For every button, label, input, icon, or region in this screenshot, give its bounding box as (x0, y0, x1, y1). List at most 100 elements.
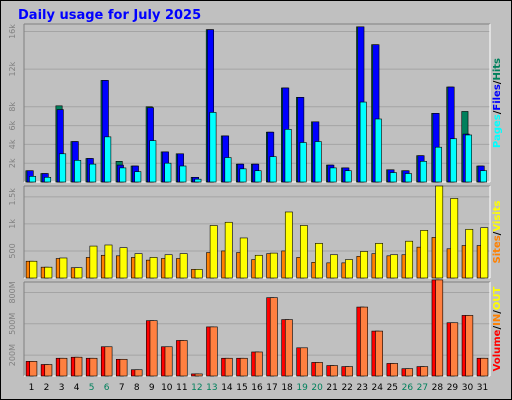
y-tick-label: 16k (8, 24, 17, 39)
bar-visits-day-9 (149, 257, 158, 279)
bar-in-day-2 (44, 364, 53, 377)
bar-pages-day-8 (134, 171, 142, 183)
x-tick-label-day-6: 6 (104, 383, 110, 393)
bar-in-day-7 (119, 358, 128, 377)
bar-in-day-3 (59, 357, 68, 377)
bar-in-day-19 (299, 347, 308, 377)
bar-in-day-18 (284, 319, 293, 377)
bar-in-day-27 (420, 366, 429, 377)
x-tick-label-day-24: 24 (372, 383, 384, 393)
bar-pages-day-19 (299, 142, 307, 183)
bar-visits-day-14 (224, 221, 233, 279)
bar-in-day-10 (164, 346, 173, 377)
bar-pages-day-16 (254, 170, 262, 183)
bar-in-day-15 (239, 357, 248, 377)
y-tick-label: 200M (8, 344, 17, 366)
bar-visits-day-26 (405, 240, 414, 279)
legend-item-hits: Hits (492, 58, 503, 81)
bar-visits-day-30 (465, 228, 474, 279)
bar-pages-day-4 (74, 160, 82, 183)
bar-in-day-4 (74, 356, 83, 377)
chart-title: Daily usage for July 2025 (18, 8, 201, 23)
legend-item-in: IN (492, 314, 503, 326)
bar-pages-day-9 (149, 140, 157, 183)
bar-pages-day-25 (389, 172, 397, 183)
bar-pages-day-18 (284, 129, 292, 183)
bar-visits-day-8 (134, 253, 143, 279)
bar-visits-day-3 (59, 257, 68, 279)
x-tick-label-day-18: 18 (281, 383, 293, 393)
bar-in-day-9 (149, 320, 158, 377)
legend-separator: / (492, 110, 503, 114)
bar-pages-day-24 (374, 118, 382, 183)
bar-pages-day-17 (269, 156, 277, 183)
x-tick-label-day-15: 15 (236, 383, 247, 393)
bar-visits-day-18 (284, 211, 293, 279)
legend-separator: / (492, 310, 503, 314)
bar-pages-day-2 (44, 176, 52, 183)
y-tick-label: 4k (8, 139, 17, 149)
y-tick-label: 2k (8, 158, 17, 168)
x-tick-label-day-9: 9 (149, 383, 155, 393)
bar-pages-day-3 (59, 153, 67, 183)
bar-pages-day-22 (344, 170, 352, 183)
bar-in-day-24 (375, 330, 383, 377)
bar-visits-day-7 (119, 247, 128, 279)
panel-middle: 500 1k 1.5k Sites/Visits (8, 185, 503, 279)
bar-pages-day-26 (404, 173, 412, 183)
legend-item-visits: Visits (492, 200, 503, 231)
bar-pages-day-13 (209, 112, 217, 183)
bar-in-day-12 (194, 373, 203, 377)
y-tick-label: 6k (8, 120, 17, 130)
bar-pages-day-7 (119, 167, 127, 183)
x-tick-label-day-13: 13 (206, 383, 217, 393)
bar-visits-day-22 (345, 259, 353, 279)
bar-visits-day-12 (194, 269, 203, 279)
bar-in-day-30 (465, 315, 474, 377)
x-tick-label-day-1: 1 (29, 383, 35, 393)
x-tick-label-day-21: 21 (326, 383, 337, 393)
bar-in-day-6 (104, 346, 113, 377)
legend-item-files: Files (492, 84, 503, 110)
legend-item-volume: Volume (492, 329, 503, 371)
bar-visits-day-28 (435, 185, 444, 279)
bar-pages-day-14 (224, 157, 232, 183)
bar-pages-day-5 (89, 163, 97, 183)
y-tick-label: 500 (8, 243, 17, 258)
y-tick-label: 1k (8, 219, 17, 229)
x-tick-label-day-11: 11 (176, 383, 187, 393)
bar-pages-day-30 (465, 134, 472, 183)
x-tick-label-day-12: 12 (191, 383, 202, 393)
legend-item-sites: Sites (492, 235, 503, 263)
bar-visits-day-6 (104, 244, 113, 279)
bar-in-day-23 (360, 306, 368, 377)
bar-pages-day-11 (179, 165, 187, 183)
bar-visits-day-4 (74, 267, 83, 279)
legend-separator: / (492, 326, 503, 330)
bar-visits-day-16 (254, 254, 263, 279)
bar-visits-day-24 (375, 243, 383, 279)
legend-item-pages: Pages (492, 114, 503, 148)
bar-in-day-21 (330, 365, 338, 377)
legend-separator: / (492, 231, 503, 235)
bar-visits-day-31 (480, 227, 489, 279)
x-tick-label-day-16: 16 (251, 383, 263, 393)
bar-in-day-17 (269, 297, 278, 377)
bar-visits-day-23 (360, 251, 368, 279)
bar-pages-day-31 (480, 170, 487, 183)
bar-visits-day-25 (390, 254, 399, 279)
x-tick-label-day-17: 17 (266, 383, 277, 393)
bar-visits-day-17 (269, 252, 278, 279)
bar-in-day-25 (390, 363, 399, 377)
y-tick-label: 8k (8, 102, 17, 112)
legend-bottom: Volume/IN/OUT (492, 286, 503, 371)
bar-in-day-16 (254, 351, 263, 377)
bar-in-day-26 (405, 368, 414, 377)
bar-pages-day-21 (329, 167, 337, 183)
bar-in-day-29 (450, 322, 459, 377)
bar-in-day-5 (89, 357, 98, 377)
bar-pages-day-23 (359, 101, 367, 183)
bar-visits-day-1 (29, 260, 38, 279)
bar-pages-day-6 (104, 136, 112, 183)
bar-in-day-13 (209, 326, 218, 377)
